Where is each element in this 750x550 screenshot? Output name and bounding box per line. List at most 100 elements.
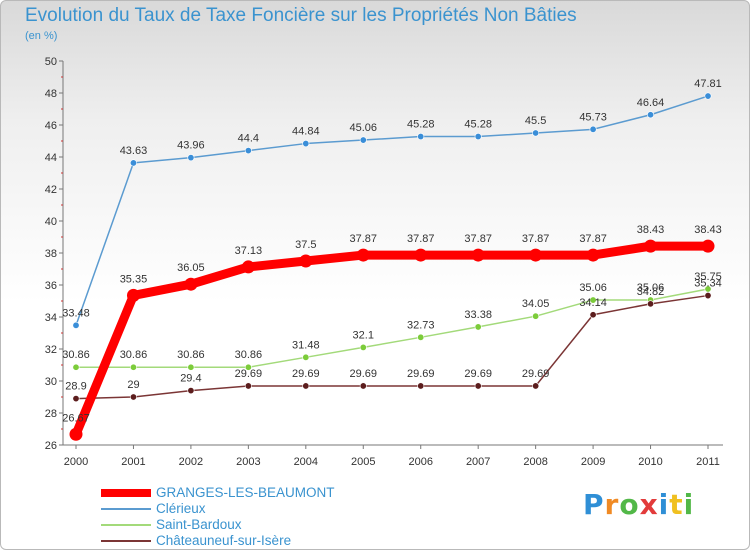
data-label-chateauneuf-sur-isere: 29.69 [235,368,263,380]
y-tick-label: 28 [45,408,57,420]
data-label-clerieux: 45.06 [350,122,378,134]
data-label-granges-les-beaumont: 36.05 [177,262,205,274]
y-tick-label: 32 [45,344,57,356]
x-tick-label: 2008 [523,456,547,468]
data-point-saint-bardoux [532,312,540,320]
data-label-chateauneuf-sur-isere: 35.34 [694,278,722,290]
x-tick-label: 2004 [294,456,318,468]
data-label-chateauneuf-sur-isere: 34.14 [579,297,607,309]
x-tick-label: 2001 [121,456,145,468]
axes: 26 28 30 32 34 36 38 40 42 44 46 48 50 2000 2001 2002 20… [45,56,723,468]
data-point-saint-bardoux [187,363,195,371]
data-label-chateauneuf-sur-isere: 29.4 [180,373,201,385]
data-point-granges-les-beaumont [529,248,543,262]
data-label-saint-bardoux: 33.38 [464,309,492,321]
legend-swatch [101,540,151,542]
data-label-granges-les-beaumont: 37.5 [295,239,316,251]
data-point-granges-les-beaumont [241,260,255,274]
data-label-clerieux: 33.48 [62,307,90,319]
data-point-chateauneuf-sur-isere [417,382,425,390]
data-label-granges-les-beaumont: 38.43 [637,224,665,236]
series-line-granges-les-beaumont [71,241,713,439]
data-label-chateauneuf-sur-isere: 29.69 [522,368,550,380]
data-label-chateauneuf-sur-isere: 29.69 [464,368,492,380]
x-tick-label: 2009 [581,456,605,468]
data-label-chateauneuf-sur-isere: 28.9 [65,381,86,393]
data-label-granges-les-beaumont: 37.87 [579,233,607,245]
y-tick-label: 40 [45,216,57,228]
data-label-clerieux: 43.96 [177,140,205,152]
x-tick-label: 2011 [696,456,720,468]
data-label-chateauneuf-sur-isere: 29.69 [407,368,435,380]
chart-title: Evolution du Taux de Taxe Foncière sur l… [25,5,577,26]
data-label-clerieux: 44.4 [238,133,259,145]
data-label-clerieux: 45.5 [525,115,546,127]
data-label-saint-bardoux: 35.06 [579,282,607,294]
data-label-clerieux: 47.81 [694,78,722,90]
y-tick-label: 44 [45,152,57,164]
legend-label: Châteauneuf-sur-Isère [156,533,292,548]
logo-letter: i [658,488,670,521]
x-tick-label: 2005 [351,456,375,468]
logo-letter: r [604,488,620,521]
data-point-granges-les-beaumont [701,239,715,253]
y-tick-label: 26 [45,440,57,452]
series-line-chateauneuf-sur-isere [75,294,709,400]
data-point-saint-bardoux [417,333,425,341]
data-point-granges-les-beaumont [299,254,313,268]
legend-label: GRANGES-LES-BEAUMONT [156,485,335,500]
data-point-granges-les-beaumont [414,248,428,262]
x-tick-label: 2000 [64,456,88,468]
legend-swatch [101,489,151,497]
data-label-granges-les-beaumont: 37.13 [235,245,263,257]
data-label-clerieux: 46.64 [637,97,665,109]
data-label-chateauneuf-sur-isere: 29.69 [350,368,378,380]
data-point-saint-bardoux [129,363,137,371]
legend-label: Clérieux [156,501,206,516]
legend-label: Saint-Bardoux [156,517,242,532]
data-label-saint-bardoux: 30.86 [62,349,90,361]
data-point-granges-les-beaumont [69,427,83,441]
y-tick-label: 48 [45,88,57,100]
data-point-chateauneuf-sur-isere [532,382,540,390]
data-label-saint-bardoux: 30.86 [120,349,148,361]
data-label-saint-bardoux: 30.86 [177,349,205,361]
data-label-saint-bardoux: 32.73 [407,319,435,331]
data-label-granges-les-beaumont: 35.35 [120,273,148,285]
data-point-chateauneuf-sur-isere [589,311,597,319]
y-axis-unit-label: (en %) [25,30,58,42]
data-point-clerieux [532,129,540,137]
data-point-saint-bardoux [72,363,80,371]
data-point-clerieux [302,140,310,148]
data-point-clerieux [187,154,195,162]
data-label-saint-bardoux: 35.06 [637,282,665,294]
data-point-granges-les-beaumont [471,248,485,262]
data-label-saint-bardoux: 35.75 [694,271,722,283]
proxiti-logo: Proxiti [583,488,694,521]
data-label-granges-les-beaumont: 37.87 [350,233,378,245]
data-label-granges-les-beaumont: 38.43 [694,224,722,236]
data-point-granges-les-beaumont [126,288,140,302]
data-point-clerieux [417,133,425,141]
data-point-chateauneuf-sur-isere [704,292,712,300]
data-point-chateauneuf-sur-isere [302,382,310,390]
data-label-saint-bardoux: 32.1 [353,329,374,341]
data-label-chateauneuf-sur-isere: 29 [127,379,139,391]
data-point-clerieux [589,125,597,133]
data-label-granges-les-beaumont: 37.87 [464,233,492,245]
data-point-saint-bardoux [359,343,367,351]
data-label-saint-bardoux: 31.48 [292,339,320,351]
y-tick-label: 30 [45,376,57,388]
data-labels-layer: 33.48 43.63 43.96 44.4 44.84 45.06 45.28 45.28 4… [62,78,722,424]
data-label-saint-bardoux: 34.05 [522,298,550,310]
data-point-chateauneuf-sur-isere [129,393,137,401]
data-point-clerieux [474,133,482,141]
data-label-granges-les-beaumont: 37.87 [522,233,550,245]
data-point-clerieux [129,159,137,167]
data-point-chateauneuf-sur-isere [72,395,80,403]
x-tick-label: 2002 [179,456,203,468]
logo-letter: x [639,488,659,521]
series-layer [69,92,715,441]
x-tick-label: 2003 [236,456,260,468]
